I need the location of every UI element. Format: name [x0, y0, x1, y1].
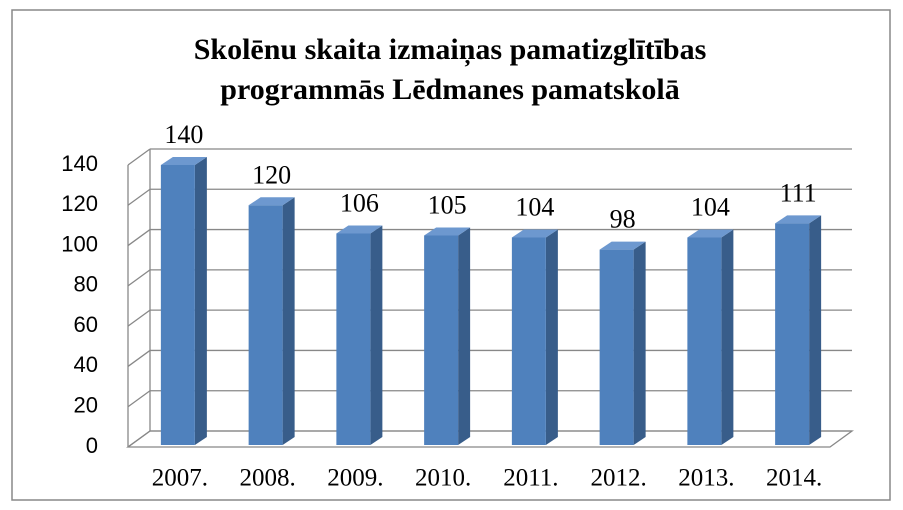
y-tick-label: 60	[74, 312, 98, 337]
y-tick-label: 120	[61, 191, 98, 216]
bar-front	[336, 233, 371, 445]
bar-side	[370, 225, 383, 445]
bar-top	[336, 225, 383, 234]
y-tick-label: 80	[74, 272, 98, 297]
grid-line	[127, 349, 151, 367]
x-tick-label: 2009.	[327, 465, 383, 492]
bar-top	[511, 229, 558, 238]
bar-top	[599, 241, 646, 250]
bar	[511, 229, 558, 445]
grid-line	[127, 309, 151, 327]
y-tick-label: 20	[74, 393, 98, 418]
bar	[424, 227, 471, 445]
x-tick-label: 2012.	[591, 465, 647, 492]
bar-top	[160, 157, 207, 165]
x-tick-label: 2008.	[240, 465, 296, 492]
value-label: 140	[164, 120, 203, 149]
bar-front	[424, 235, 459, 445]
value-label: 104	[691, 192, 730, 221]
x-tick-label: 2010.	[415, 465, 471, 492]
y-tick-label: 40	[74, 352, 98, 377]
value-label: 106	[340, 188, 379, 217]
bar-top	[687, 229, 734, 238]
bar	[775, 215, 822, 445]
bar-top	[424, 227, 471, 236]
bar	[687, 229, 734, 445]
value-label: 104	[515, 192, 554, 221]
bar-side	[633, 241, 646, 445]
bar-front	[511, 237, 546, 445]
value-label: 111	[780, 178, 817, 207]
bar-front	[248, 205, 283, 445]
x-tick-label: 2014.	[766, 465, 822, 492]
grid-line	[127, 229, 151, 247]
value-label: 105	[428, 190, 467, 219]
bar-side	[282, 197, 295, 445]
grid-line	[127, 269, 151, 287]
grid-line	[127, 430, 151, 448]
value-label: 98	[610, 205, 636, 234]
bar-side	[194, 157, 207, 445]
y-tick-label: 100	[61, 231, 98, 256]
bar-front	[599, 249, 634, 445]
bar	[336, 225, 383, 445]
bar-front	[160, 165, 195, 445]
bar-side	[545, 229, 558, 445]
grid-line	[127, 188, 151, 206]
bar-side	[721, 229, 734, 445]
x-tick-label: 2011.	[503, 465, 558, 492]
bar-front	[687, 237, 722, 445]
value-label: 120	[252, 160, 291, 189]
y-tick-label: 0	[86, 433, 98, 458]
grid-line	[127, 390, 151, 408]
chart-title: Skolēnu skaita izmaiņas pamatizglītības	[194, 33, 707, 67]
chart-title: programmās Lēdmanes pamatskolā	[220, 73, 679, 106]
grid-line	[127, 148, 151, 166]
bar	[599, 241, 646, 445]
bar-top	[248, 197, 295, 206]
bar-top	[775, 215, 822, 224]
bar-front	[775, 223, 810, 445]
bar-side	[809, 215, 822, 445]
y-tick-label: 140	[61, 151, 98, 176]
bar	[160, 157, 207, 445]
x-tick-label: 2007.	[152, 465, 208, 492]
bar-side	[458, 227, 471, 445]
bar	[248, 197, 295, 445]
x-tick-label: 2013.	[678, 465, 734, 492]
